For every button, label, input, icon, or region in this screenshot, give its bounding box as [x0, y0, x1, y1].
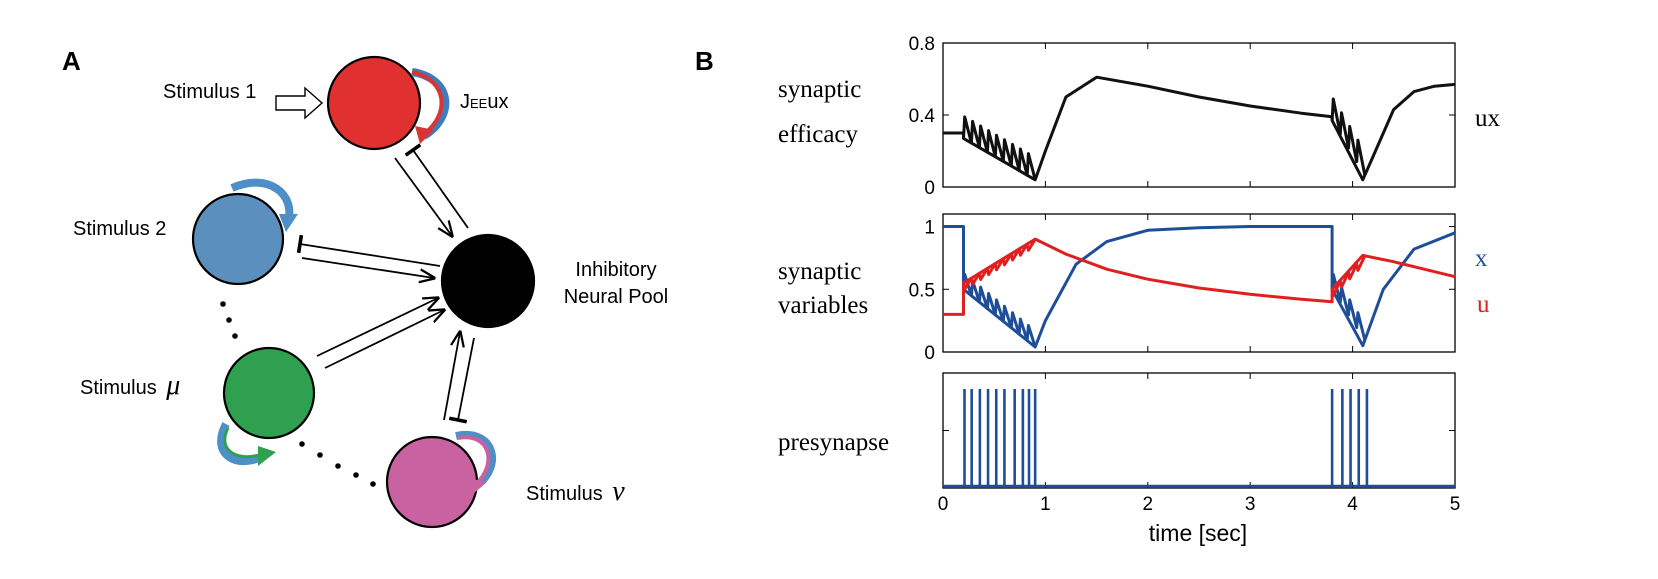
top-right-label-ux: ux — [1475, 105, 1501, 132]
label-jeeux-ux: ux — [487, 91, 508, 113]
top-ylabel-line1: synaptic — [778, 76, 861, 103]
x-axis-label: time [sec] — [1149, 520, 1247, 546]
panel-a: A — [62, 46, 669, 529]
x-tick-label: 4 — [1347, 494, 1358, 515]
top-ylabel-line2: efficacy — [778, 121, 859, 148]
label-stimulus-nu: Stimulus ν — [526, 476, 625, 507]
mid-right-label-u: u — [1477, 291, 1490, 318]
series-burst-ux — [962, 115, 1037, 181]
connection-stim2-inhibitory — [296, 234, 441, 278]
x-tick-label: 1 — [1040, 494, 1051, 515]
self-loop-stimnu-arrow — [455, 430, 496, 494]
node-stimulus-mu — [222, 346, 316, 440]
series-line-x — [943, 225, 1456, 349]
connection-stim1-inhibitory — [394, 143, 469, 236]
x-tick-label: 0 — [938, 494, 949, 515]
mid-ytick-label: 0.5 — [909, 280, 935, 301]
label-stimulus-mu-prefix: Stimulus — [80, 377, 157, 399]
chart-presynapse: 0 1 2 3 4 5 — [938, 372, 1461, 515]
dots-between-stim2-stimmu — [220, 301, 238, 339]
bottom-ylabel: presynapse — [778, 429, 889, 456]
label-inhibitory-line2: Neural Pool — [564, 286, 669, 308]
mid-plot-frame — [942, 213, 1456, 353]
mid-ylabel-line2: variables — [778, 292, 868, 319]
stimulus-1-input-arrow — [275, 86, 324, 120]
label-stimulus-2: Stimulus 2 — [73, 218, 166, 240]
self-loop-stim1-arrow — [411, 68, 450, 144]
self-loop-stim2-arrow — [230, 178, 298, 232]
x-tick-label: 3 — [1245, 494, 1256, 515]
label-stimulus-nu-prefix: Stimulus — [526, 483, 603, 505]
x-tick-label: 2 — [1143, 494, 1154, 515]
connection-stimmu-inhibitory — [316, 298, 444, 369]
mid-right-label-x: x — [1475, 245, 1488, 272]
label-jeeux: JEEux — [460, 91, 508, 113]
series-line-u — [943, 237, 1456, 316]
mid-ytick-label: 1 — [924, 218, 935, 239]
panel-b-letter: B — [695, 46, 714, 76]
label-stimulus-nu-symbol: ν — [612, 476, 625, 507]
series-line-ux — [943, 75, 1456, 182]
mid-ylabel-line1: synaptic — [778, 258, 861, 285]
chart-synaptic-variables: 00.51 — [909, 213, 1456, 364]
label-jeeux-j: J — [460, 91, 470, 113]
node-stimulus-nu — [385, 435, 479, 529]
series-burst-x — [962, 272, 1037, 348]
bot-plot-frame — [942, 372, 1456, 489]
node-stimulus-2 — [191, 192, 285, 286]
top-ytick-label: 0.4 — [909, 106, 936, 127]
x-tick-label: 5 — [1450, 494, 1461, 515]
chart-synaptic-efficacy: 0 0.4 0.8 — [909, 34, 1456, 199]
label-stimulus-mu-symbol: μ — [165, 370, 180, 401]
self-loop-stimmu-arrow — [217, 422, 276, 466]
node-inhibitory-pool — [440, 233, 536, 329]
mid-ytick-label: 0 — [924, 343, 935, 364]
label-stimulus-mu: Stimulus μ — [80, 370, 180, 401]
label-inhibitory-line1: Inhibitory — [575, 259, 656, 281]
top-ytick-label: 0 — [924, 178, 935, 199]
connection-stimnu-inhibitory — [443, 332, 475, 424]
top-ytick-label: 0.8 — [909, 34, 935, 55]
panel-a-letter: A — [62, 46, 81, 76]
node-stimulus-1 — [326, 55, 422, 151]
label-jeeux-sub: EE — [470, 96, 488, 111]
dots-between-stimmu-stimnu — [299, 441, 376, 487]
series-burst-ux — [1330, 97, 1367, 176]
series-burst-u — [1330, 255, 1367, 297]
label-stimulus-1: Stimulus 1 — [163, 81, 256, 103]
series-burst-u — [962, 238, 1037, 291]
panel-b: B synaptic efficacy synaptic variables p… — [695, 34, 1501, 546]
